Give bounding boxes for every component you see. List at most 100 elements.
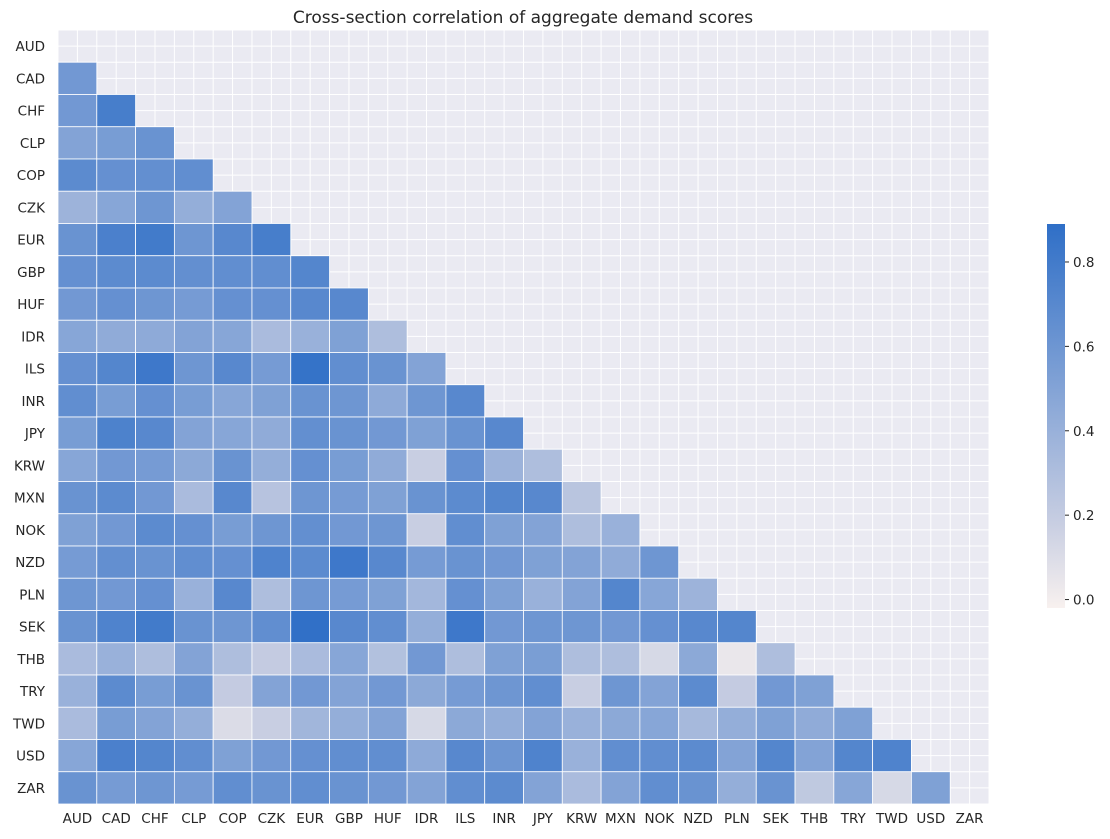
heatmap-cell-TRY-AUD bbox=[57, 674, 98, 708]
heatmap-cell-NZD-HUF bbox=[367, 545, 408, 579]
heatmap-cell-ZAR-TRY bbox=[833, 771, 874, 805]
heatmap-cell-MXN-CAD bbox=[96, 481, 136, 515]
heatmap-cell-TWD-IDR bbox=[406, 706, 447, 740]
heatmap-cell-TWD-INR bbox=[484, 706, 524, 740]
heatmap-cell-TRY-KRW bbox=[561, 674, 602, 708]
heatmap-cell-NOK-COP bbox=[212, 513, 253, 547]
heatmap-cell-USD-PLN bbox=[717, 739, 757, 773]
heatmap-cell-JPY-CLP bbox=[173, 416, 214, 450]
heatmap-cell-ZAR-AUD bbox=[57, 771, 98, 805]
heatmap-cell-CAD-AUD bbox=[57, 61, 98, 95]
heatmap-cell-PLN-INR bbox=[484, 577, 524, 611]
heatmap-cell-TWD-NZD bbox=[678, 706, 718, 740]
heatmap-cell-MXN-IDR bbox=[406, 481, 447, 515]
heatmap-cell-TWD-EUR bbox=[290, 706, 330, 740]
heatmap-cell-EUR-AUD bbox=[57, 223, 98, 257]
heatmap-cell-THB-ILS bbox=[445, 642, 486, 676]
heatmap-cell-PLN-CAD bbox=[96, 577, 136, 611]
heatmap-cell-NOK-CAD bbox=[96, 513, 136, 547]
heatmap-cell-JPY-CAD bbox=[96, 416, 136, 450]
heatmap-cell-NOK-MXN bbox=[600, 513, 641, 547]
heatmap-cell-KRW-IDR bbox=[406, 448, 447, 482]
heatmap-cell-USD-IDR bbox=[406, 739, 447, 773]
y-tick-label-EUR: EUR bbox=[17, 233, 45, 249]
heatmap-cell-USD-JPY bbox=[523, 739, 563, 773]
heatmap-cell-TWD-NOK bbox=[639, 706, 680, 740]
x-tick-label-SEK: SEK bbox=[763, 811, 790, 827]
heatmap-cell-KRW-CLP bbox=[173, 448, 214, 482]
heatmap-cell-IDR-CHF bbox=[135, 319, 175, 353]
colorbar bbox=[1047, 224, 1065, 608]
heatmap-cell-NOK-AUD bbox=[57, 513, 98, 547]
heatmap-cell-NOK-INR bbox=[484, 513, 524, 547]
heatmap-cell-ILS-CAD bbox=[96, 352, 136, 386]
heatmap-cell-SEK-PLN bbox=[717, 610, 757, 644]
heatmap-cell-TRY-HUF bbox=[367, 674, 408, 708]
heatmap-cell-IDR-HUF bbox=[367, 319, 408, 353]
heatmap-cell-PLN-NZD bbox=[678, 577, 718, 611]
heatmap-cell-GBP-AUD bbox=[57, 255, 98, 289]
heatmap-cell-COP-CAD bbox=[96, 158, 136, 192]
heatmap-cell-CHF-CAD bbox=[96, 94, 136, 128]
heatmap-cell-ZAR-USD bbox=[911, 771, 951, 805]
colorbar-ticks: 0.0 0.2 0.4 0.6 0.8 bbox=[1065, 255, 1094, 609]
heatmap-cell-CLP-AUD bbox=[57, 126, 98, 160]
heatmap-cell-MXN-EUR bbox=[290, 481, 330, 515]
heatmap-cell-MXN-CLP bbox=[173, 481, 214, 515]
heatmap-cell-THB-IDR bbox=[406, 642, 447, 676]
heatmap-cell-ZAR-HUF bbox=[367, 771, 408, 805]
heatmap-cell-PLN-JPY bbox=[523, 577, 563, 611]
heatmap-cell-THB-CLP bbox=[173, 642, 214, 676]
heatmap-cell-KRW-AUD bbox=[57, 448, 98, 482]
heatmap-cell-SEK-NOK bbox=[639, 610, 680, 644]
heatmap-cell-ILS-CZK bbox=[251, 352, 292, 386]
heatmap-cell-THB-CHF bbox=[135, 642, 175, 676]
heatmap-cell-CZK-COP bbox=[212, 190, 253, 224]
heatmap-cell-NZD-CZK bbox=[251, 545, 292, 579]
x-tick-label-COP: COP bbox=[218, 811, 246, 827]
heatmap-cell-EUR-CZK bbox=[251, 223, 292, 257]
heatmap-cell-JPY-ILS bbox=[445, 416, 486, 450]
x-tick-label-INR: INR bbox=[492, 811, 515, 827]
heatmap-cell-HUF-CLP bbox=[173, 287, 214, 321]
heatmap-cell-TWD-MXN bbox=[600, 706, 641, 740]
heatmap-cell-HUF-COP bbox=[212, 287, 253, 321]
heatmap-cell-ZAR-KRW bbox=[561, 771, 602, 805]
heatmap-cell-USD-CLP bbox=[173, 739, 214, 773]
heatmap-cell-SEK-CZK bbox=[251, 610, 292, 644]
heatmap-cell-USD-TRY bbox=[833, 739, 874, 773]
colorbar-tick-label: 0.0 bbox=[1073, 593, 1094, 609]
colorbar-tick-label: 0.2 bbox=[1073, 508, 1094, 524]
heatmap-cell-JPY-AUD bbox=[57, 416, 98, 450]
y-tick-label-KRW: KRW bbox=[14, 458, 45, 474]
heatmap-cell-NZD-MXN bbox=[600, 545, 641, 579]
heatmap-cell-PLN-CZK bbox=[251, 577, 292, 611]
heatmap-cell-KRW-ILS bbox=[445, 448, 486, 482]
heatmap-cell-NZD-COP bbox=[212, 545, 253, 579]
heatmap-cell-COP-CHF bbox=[135, 158, 175, 192]
heatmap-cell-TRY-IDR bbox=[406, 674, 447, 708]
y-tick-label-GBP: GBP bbox=[17, 265, 45, 281]
heatmap-cell-PLN-EUR bbox=[290, 577, 330, 611]
heatmap-cell-NOK-CZK bbox=[251, 513, 292, 547]
heatmap-cell-INR-CLP bbox=[173, 384, 214, 418]
heatmap-cell-TRY-CAD bbox=[96, 674, 136, 708]
heatmap-cell-THB-AUD bbox=[57, 642, 98, 676]
heatmap-cell-USD-INR bbox=[484, 739, 524, 773]
x-tick-label-NOK: NOK bbox=[644, 811, 675, 827]
heatmap-cell-EUR-CAD bbox=[96, 223, 136, 257]
heatmap-cell-NZD-AUD bbox=[57, 545, 98, 579]
heatmap-cell-USD-GBP bbox=[329, 739, 369, 773]
y-tick-label-INR: INR bbox=[22, 394, 45, 410]
y-axis-tick-labels: AUD CAD CHF CLP COP CZK EUR GBP HUF IDR ILS INR JPY K… bbox=[12, 39, 46, 797]
heatmap-cell-THB-HUF bbox=[367, 642, 408, 676]
colorbar-tick-label: 0.8 bbox=[1073, 255, 1094, 271]
heatmap-cell-THB-NZD bbox=[678, 642, 718, 676]
heatmap-cell-GBP-CZK bbox=[251, 255, 292, 289]
y-tick-label-NZD: NZD bbox=[15, 555, 45, 571]
heatmap-cell-NZD-NOK bbox=[639, 545, 680, 579]
heatmap-cell-HUF-GBP bbox=[329, 287, 369, 321]
heatmap-cell-KRW-COP bbox=[212, 448, 253, 482]
heatmap-cell-ILS-EUR bbox=[290, 352, 330, 386]
